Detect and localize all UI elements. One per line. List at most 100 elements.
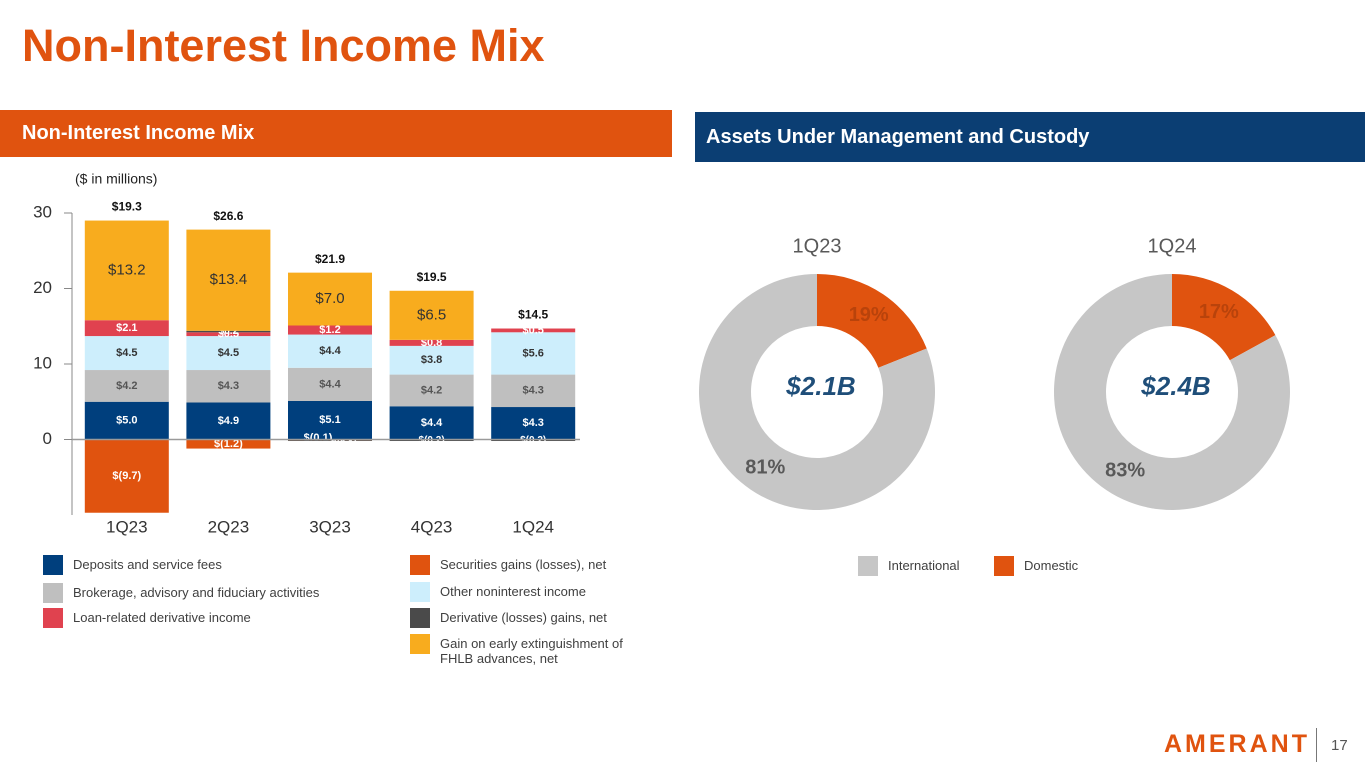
bar-segment [288,325,372,335]
chart-subtitle: ($ in millions) [75,171,157,187]
slice-label: 83% [1105,459,1145,481]
donut-slice [1054,274,1290,511]
legend-label: Domestic [1024,558,1079,573]
legend-label: Securities gains (losses), net [440,557,607,572]
legend-item: Securities gains (losses), net [410,555,606,575]
bar-segment [389,290,474,340]
bar-segment [84,320,169,337]
bar-segment [288,334,372,368]
bar-segment [389,406,474,440]
legend-item: Derivative (losses) gains, net [410,608,607,628]
bar-segment [389,339,474,346]
data-label: $4.9 [218,415,239,427]
legend-item: International [858,556,960,576]
bar-segment [84,439,169,513]
data-label: $4.5 [218,347,239,359]
legend-label: Gain on early extinguishment of FHLB adv… [440,636,623,666]
donut-title: 1Q24 [1148,235,1197,257]
data-label: $5.1 [319,414,340,426]
data-label: $4.2 [116,380,137,392]
legend-swatch [410,608,430,628]
bar-segment [491,332,576,375]
legend-item: Loan-related derivative income [43,608,251,628]
total-label: $26.6 [213,209,243,223]
bar-segment [491,407,576,440]
legend-label: International [888,558,960,573]
bar-segment [491,439,576,442]
total-label: $19.5 [417,270,447,284]
bar-segment [389,374,474,407]
data-label: $(1.2) [214,438,243,450]
data-label: $0.2 [219,326,239,337]
legend-label: Brokerage, advisory and fiduciary activi… [73,585,320,600]
bar-segment [186,370,271,403]
total-label: $19.3 [112,200,142,214]
legend-swatch [858,556,878,576]
bar-segment [389,439,474,442]
data-label: $(0.2) [520,435,546,446]
data-label: $5.0 [116,415,137,427]
donut-center-label: $2.4B [1140,371,1210,401]
data-label: $7.0 [315,290,344,307]
bar-segment [288,400,372,440]
y-tick-label: 10 [33,353,52,372]
y-tick-label: 0 [43,429,52,448]
data-label: $(0.1) [331,438,357,449]
legend-swatch [43,608,63,628]
data-label: $4.4 [319,378,341,390]
bar-segment [84,220,169,321]
bar-segment [491,328,576,333]
x-tick-label: 4Q23 [411,517,453,536]
bar-segment [186,336,271,371]
data-label: $(0.2) [419,435,445,446]
data-label: $13.2 [108,261,146,278]
section-header: Non-Interest Income Mix [0,110,672,157]
data-label: $2.1 [116,322,137,334]
x-tick-label: 1Q23 [106,517,148,536]
bar-segment [84,401,169,440]
separator [1316,728,1317,762]
legend-swatch [410,582,430,602]
slice-label: 81% [745,456,785,478]
data-label: $(9.7) [112,470,141,482]
bar-segment [84,336,169,371]
legend-item: Brokerage, advisory and fiduciary activi… [43,583,319,603]
data-label: $4.5 [116,347,137,359]
data-label: $6.5 [417,306,446,323]
legend-label: Derivative (losses) gains, net [440,610,607,625]
total-label: $14.5 [518,308,548,322]
section-header: Assets Under Management and Custody [695,112,1365,162]
data-label: $0.5 [522,324,543,336]
data-label: $1.2 [319,324,340,336]
bar-segment [186,330,271,333]
data-label: $(0.1) [304,432,333,444]
bar-segment [389,345,474,375]
legend-label: Other noninterest income [440,584,586,599]
logo: AMERANT [1164,730,1310,758]
bar-segment [84,370,169,402]
legend-swatch [43,555,63,575]
donut-slice [699,274,935,510]
legend-item: Gain on early extinguishment of FHLB adv… [410,634,650,666]
legend-swatch [410,634,430,654]
total-label: $21.9 [315,252,345,266]
data-label: $3.8 [421,354,442,366]
page-number: 17 [1331,737,1348,754]
legend-swatch [43,583,63,603]
y-tick-label: 30 [33,202,52,221]
x-tick-label: 2Q23 [208,517,250,536]
data-label: $13.4 [210,271,248,288]
slice-label: 17% [1199,301,1239,323]
donut-slice [1172,274,1276,361]
bar-segment [186,332,271,337]
page-title: Non-Interest Income Mix [22,20,545,71]
bar-segment [288,272,372,326]
data-label: $4.3 [218,380,239,392]
x-tick-label: 3Q23 [309,517,351,536]
legend-label: Deposits and service fees [73,557,222,572]
data-label: $5.6 [522,347,543,359]
slice-label: 19% [849,304,889,326]
data-label: $4.3 [522,385,543,397]
